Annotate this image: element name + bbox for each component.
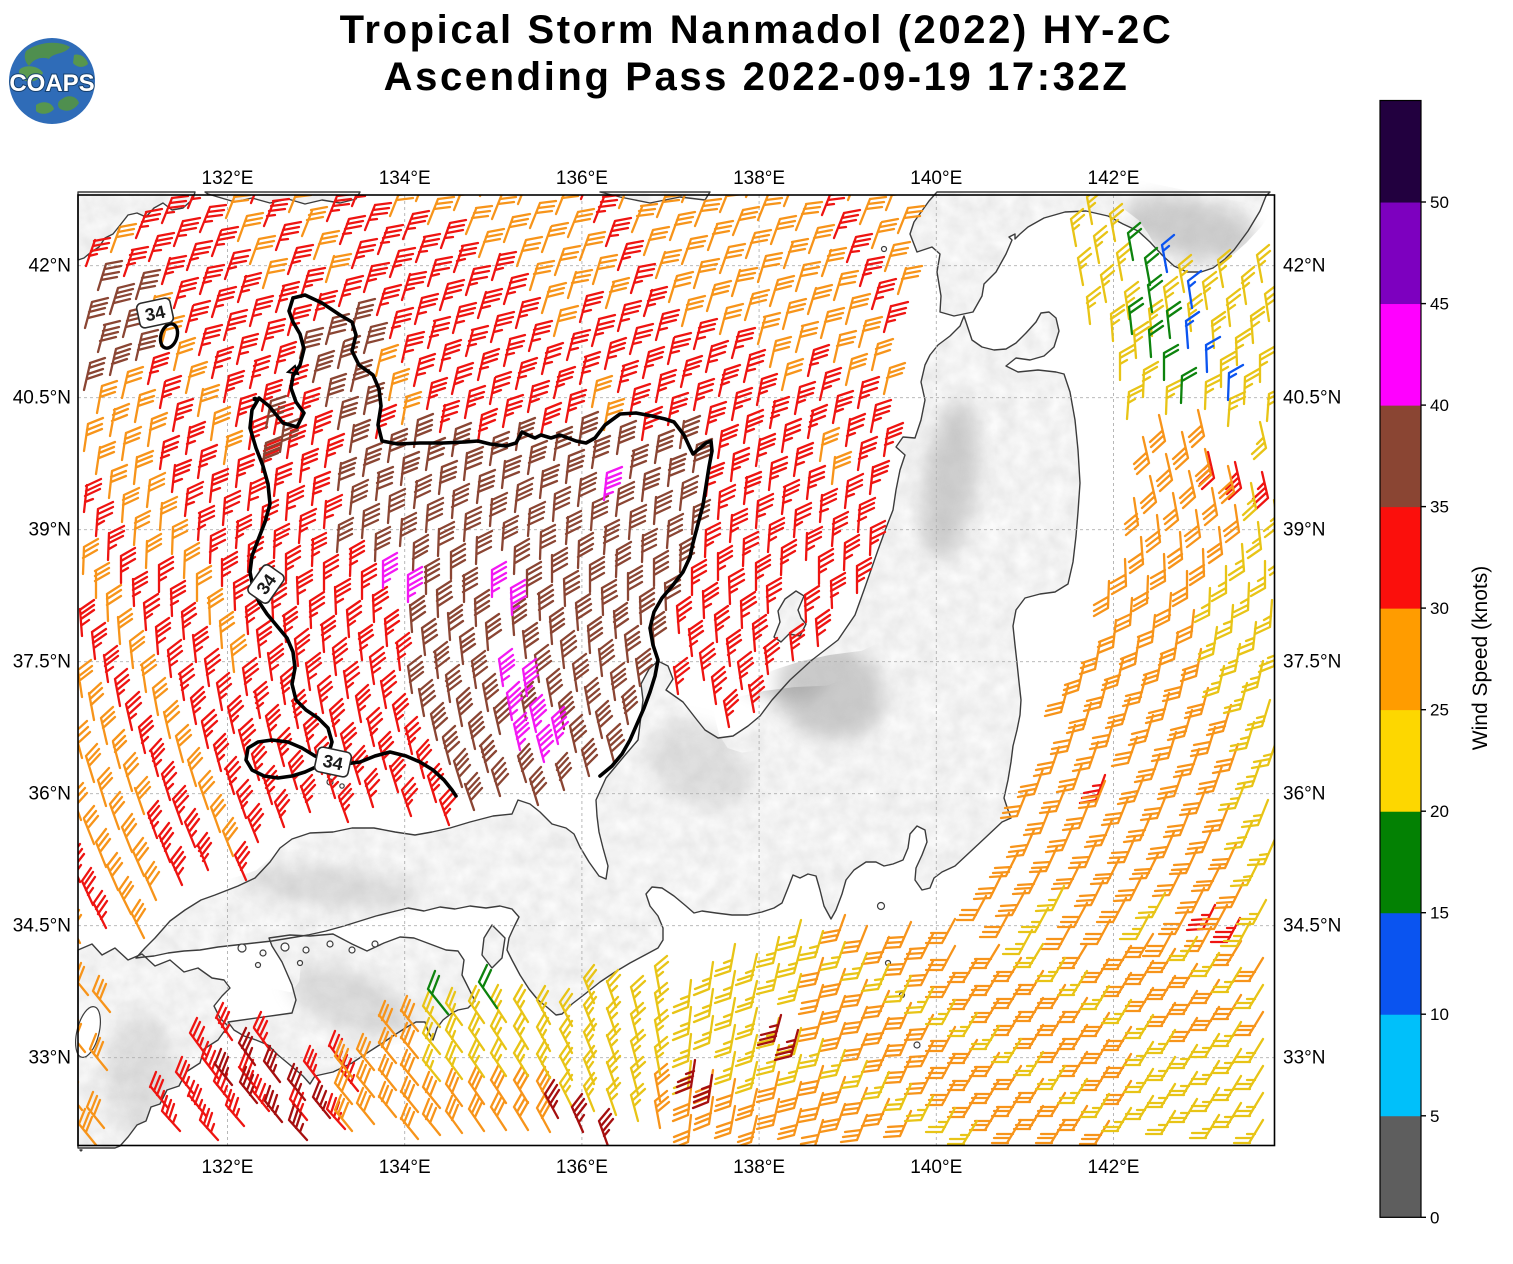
svg-text:COAPS: COAPS xyxy=(9,70,94,97)
svg-text:132°E: 132°E xyxy=(202,168,254,189)
svg-text:25: 25 xyxy=(1430,701,1449,720)
svg-text:36°N: 36°N xyxy=(1283,784,1325,805)
svg-text:140°E: 140°E xyxy=(910,1157,962,1178)
svg-text:140°E: 140°E xyxy=(910,168,962,189)
svg-text:36°N: 36°N xyxy=(29,784,71,805)
svg-text:34.5°N: 34.5°N xyxy=(13,916,71,937)
svg-text:37.5°N: 37.5°N xyxy=(13,652,71,673)
svg-text:20: 20 xyxy=(1430,802,1449,821)
svg-text:5: 5 xyxy=(1430,1107,1439,1126)
svg-text:136°E: 136°E xyxy=(556,168,608,189)
svg-text:142°E: 142°E xyxy=(1088,168,1140,189)
svg-text:34.5°N: 34.5°N xyxy=(1283,916,1341,937)
svg-text:35: 35 xyxy=(1430,498,1449,517)
svg-text:50: 50 xyxy=(1430,193,1449,212)
svg-text:136°E: 136°E xyxy=(556,1157,608,1178)
svg-text:33°N: 33°N xyxy=(1283,1048,1325,1069)
svg-text:132°E: 132°E xyxy=(202,1157,254,1178)
svg-text:Wind Speed (knots): Wind Speed (knots) xyxy=(1469,566,1492,750)
svg-text:10: 10 xyxy=(1430,1005,1449,1024)
svg-text:0: 0 xyxy=(1430,1208,1439,1227)
svg-text:142°E: 142°E xyxy=(1088,1157,1140,1178)
svg-text:40: 40 xyxy=(1430,396,1449,415)
svg-text:39°N: 39°N xyxy=(29,520,71,541)
svg-text:134°E: 134°E xyxy=(379,168,431,189)
svg-text:40.5°N: 40.5°N xyxy=(13,388,71,409)
svg-text:39°N: 39°N xyxy=(1283,520,1325,541)
svg-text:15: 15 xyxy=(1430,904,1449,923)
svg-text:42°N: 42°N xyxy=(1283,256,1325,277)
svg-text:33°N: 33°N xyxy=(29,1048,71,1069)
svg-text:30: 30 xyxy=(1430,599,1449,618)
svg-text:138°E: 138°E xyxy=(733,168,785,189)
svg-text:45: 45 xyxy=(1430,295,1449,314)
svg-text:138°E: 138°E xyxy=(733,1157,785,1178)
svg-text:40.5°N: 40.5°N xyxy=(1283,388,1341,409)
svg-text:42°N: 42°N xyxy=(29,256,71,277)
svg-text:37.5°N: 37.5°N xyxy=(1283,652,1341,673)
svg-text:34: 34 xyxy=(321,751,345,775)
svg-text:134°E: 134°E xyxy=(379,1157,431,1178)
svg-text:34: 34 xyxy=(143,302,167,326)
